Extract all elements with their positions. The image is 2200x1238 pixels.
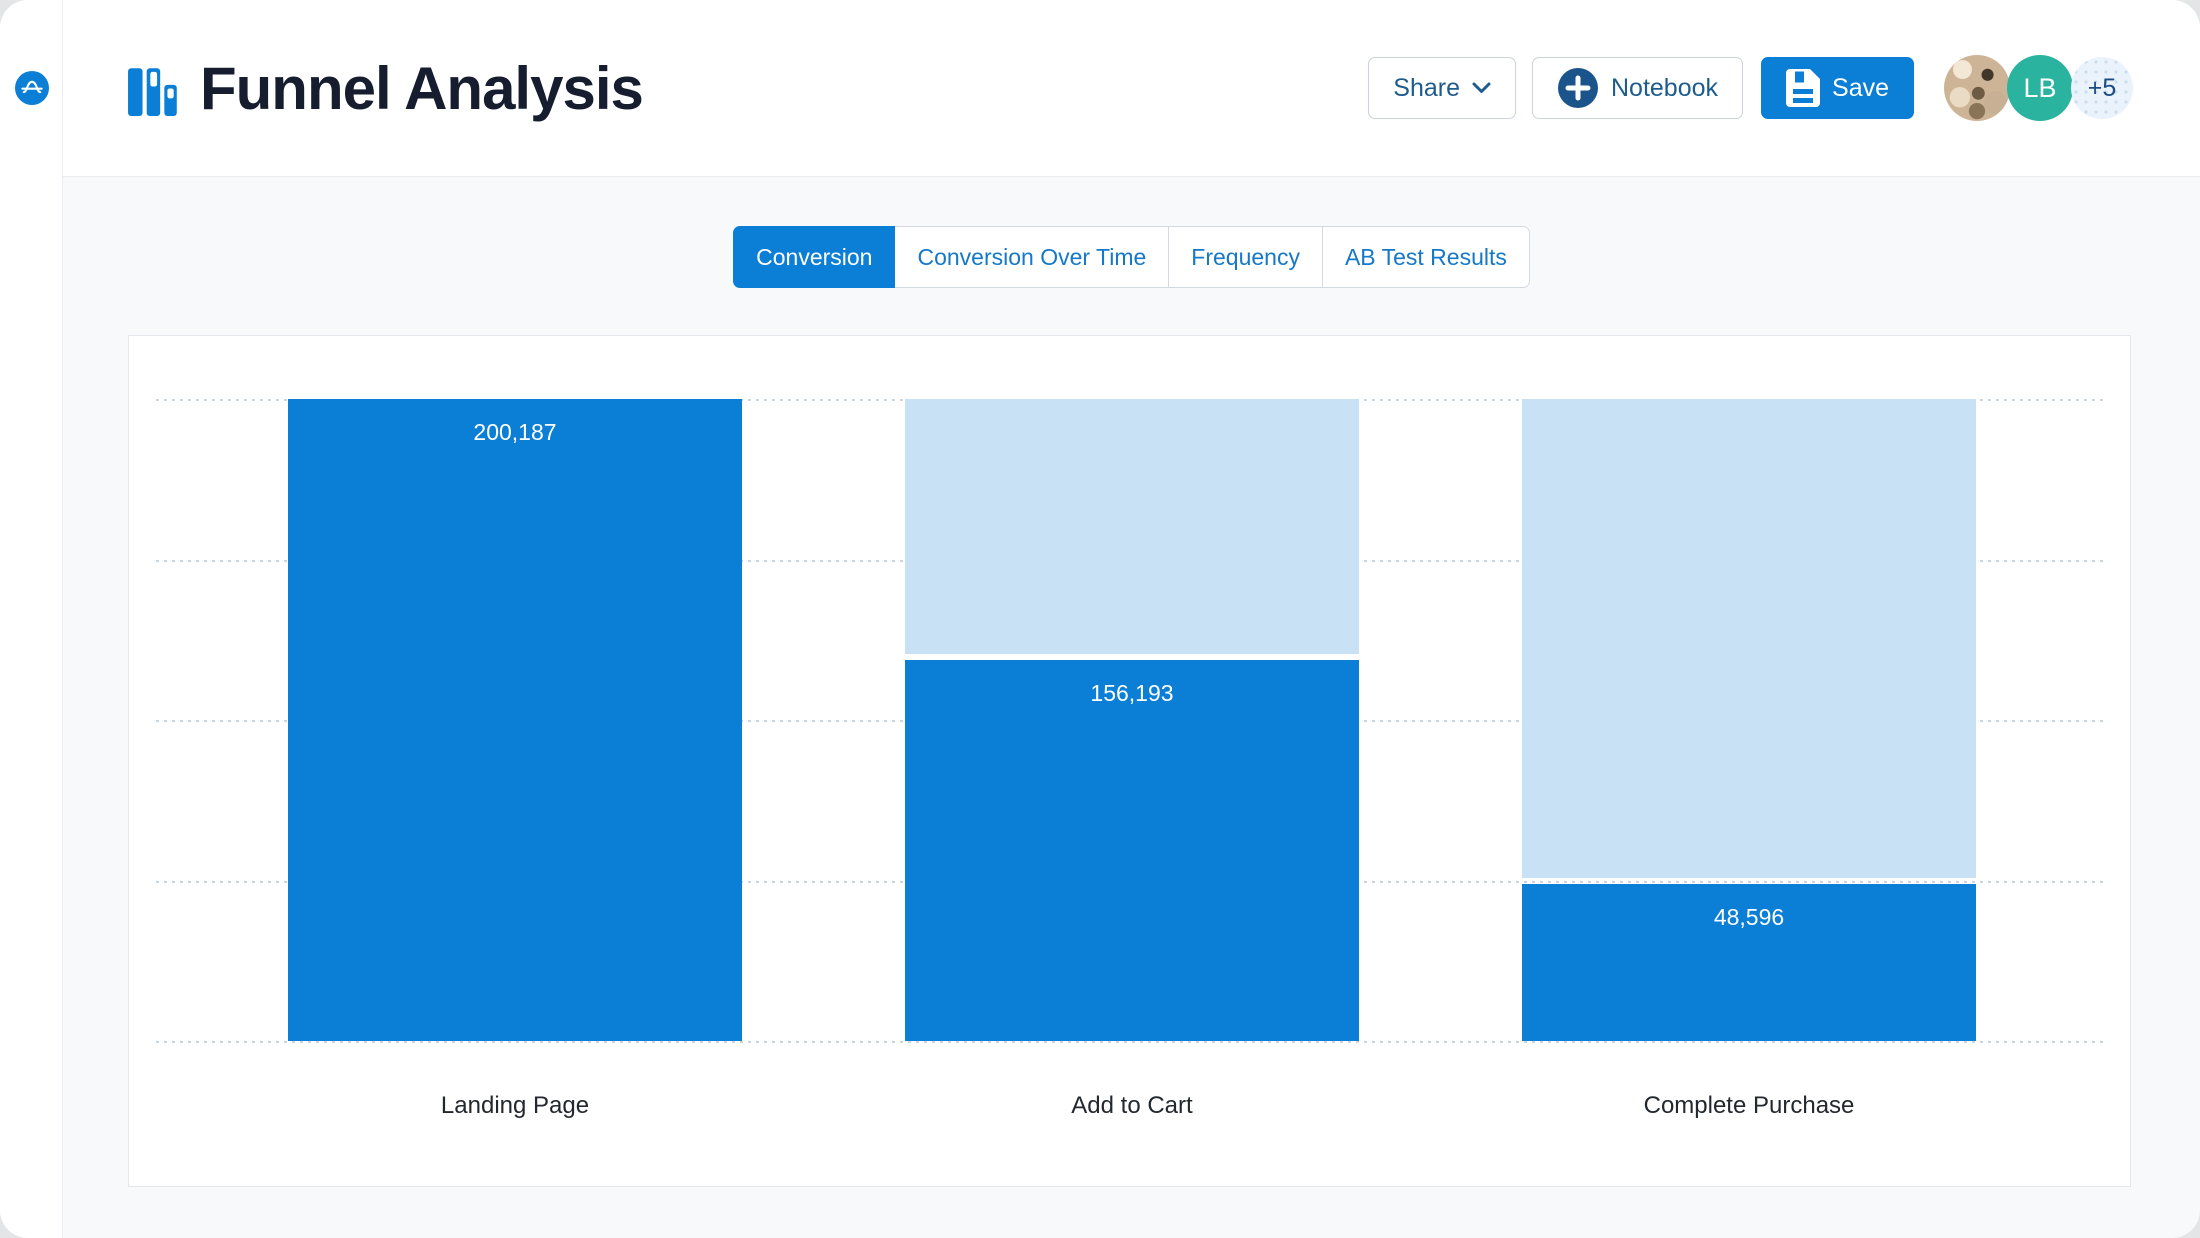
tab-frequency[interactable]: Frequency [1168,226,1323,288]
save-floppy-icon [1786,69,1821,107]
tab-conversion-over-time[interactable]: Conversion Over Time [894,226,1170,288]
notebook-button-label: Notebook [1610,73,1719,102]
funnel-bar-remainder-segment [1522,399,1976,878]
bar-value-label: 156,193 [1090,680,1174,706]
plus-circle-icon [1557,68,1598,108]
amplitude-logo-icon[interactable] [15,71,49,105]
chart-card: 200,187 Landing Page 156,193 Add to Cart 48,… [128,335,2131,1187]
chevron-down-icon [1472,82,1491,93]
header: Funnel Analysis Share Notebook [63,0,2200,177]
avatar-group: LB +5 [1944,55,2133,121]
view-tabs: Conversion Conversion Over Time Frequency A… [733,226,1530,288]
main-content: Conversion Conversion Over Time Frequency A… [63,177,2200,1238]
share-button-label: Share [1393,73,1460,102]
gridline [156,1041,2103,1043]
amplitude-wave-a-icon [21,80,43,94]
share-button[interactable]: Share [1368,57,1516,119]
tab-ab-test-results[interactable]: AB Test Results [1321,226,1530,288]
user-photo-avatar[interactable] [1944,55,2010,121]
category-label: Landing Page [440,1092,590,1119]
category-label: Add to Cart [1071,1092,1193,1119]
header-actions: Share Notebook Save [1368,55,2133,121]
funnel-bar-converted-segment: 48,596 [1522,884,1976,1041]
save-button-label: Save [1832,73,1889,102]
user-initials-avatar[interactable]: LB [2007,55,2073,121]
funnel-bar-remainder-segment [905,399,1359,654]
bar-value-label: 48,596 [1713,904,1785,930]
funnel-bars-icon [128,68,177,116]
funnel-bar-2[interactable]: 156,193 [905,399,1359,1041]
page-title: Funnel Analysis [200,54,644,122]
bar-value-label: 200,187 [473,419,557,445]
category-label: Complete Purchase [1643,1092,1855,1119]
funnel-bar-1[interactable]: 200,187 [288,399,742,1041]
save-button[interactable]: Save [1761,57,1914,119]
tab-conversion[interactable]: Conversion [733,226,896,288]
notebook-button[interactable]: Notebook [1531,57,1744,119]
brand: Funnel Analysis [128,54,644,123]
avatar-overflow-count[interactable]: +5 [2071,57,2133,119]
funnel-bar-converted-segment: 200,187 [288,399,742,1041]
funnel-bar-converted-segment: 156,193 [905,660,1359,1041]
funnel-bar-3[interactable]: 48,596 [1522,399,1976,1041]
left-rail [0,0,63,1238]
